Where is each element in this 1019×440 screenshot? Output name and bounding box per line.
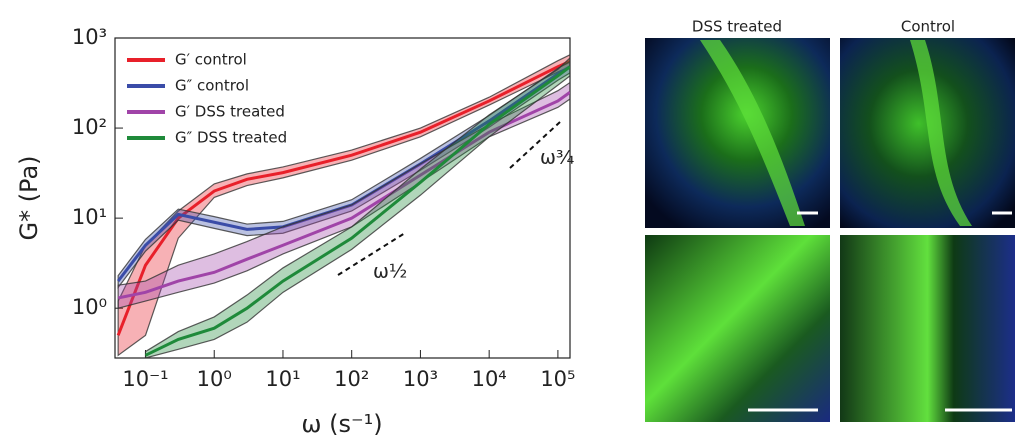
image-panel: DSS treated Control (645, 18, 1015, 422)
series-line (117, 91, 570, 300)
plot: ω½ ω¾ ω (s⁻¹) G* (Pa) 10⁻¹ 10⁰ 10¹ 10² 10³ 10… (15, 25, 575, 438)
micrograph (645, 235, 830, 422)
series-group (116, 54, 570, 358)
annotation: ω¾ (540, 147, 574, 169)
legend-label: G′ control (175, 51, 247, 69)
slope-guide (509, 121, 561, 169)
tissue (910, 40, 972, 226)
x-tick-label: 10⁴ (472, 367, 507, 391)
y-tick-label: 10³ (72, 25, 107, 49)
y-axis-label: G* (Pa) (15, 155, 43, 240)
legend-label: G″ control (175, 77, 249, 95)
series-line (116, 60, 570, 336)
x-tick-label: 10¹ (265, 367, 300, 391)
x-tick-label: 10² (334, 367, 369, 391)
tissue (700, 40, 805, 226)
y-tick-label: 10⁰ (72, 295, 107, 319)
column-title: Control (901, 18, 955, 36)
x-tick-label: 10⁵ (540, 367, 575, 391)
band (144, 57, 570, 358)
x-axis-label: ω (s⁻¹) (301, 410, 382, 438)
legend-label: G′ DSS treated (175, 103, 285, 121)
micrograph (645, 38, 830, 228)
y-tick-label: 10² (72, 115, 107, 139)
series-line (144, 65, 570, 357)
band (117, 60, 570, 290)
column-title: DSS treated (692, 18, 782, 36)
y-tick-label: 10¹ (72, 205, 107, 229)
x-tick-label: 10⁰ (197, 367, 232, 391)
x-tick-label: 10³ (403, 367, 438, 391)
slope-guide (337, 232, 406, 276)
x-tick-label: 10⁻¹ (122, 367, 168, 391)
band (117, 54, 570, 357)
legend-label: G″ DSS treated (175, 129, 287, 147)
micrograph (840, 235, 1015, 422)
band (117, 81, 570, 309)
annotation: ω½ (373, 261, 407, 283)
plot-frame (114, 37, 571, 359)
